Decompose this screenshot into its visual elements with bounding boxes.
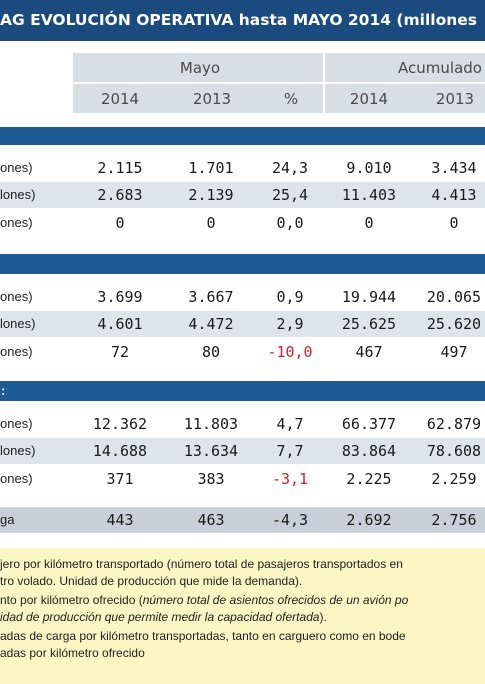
column-header-group (73, 53, 485, 82)
value-cell: 11.403 (341, 186, 397, 204)
value-cell: 0 (115, 214, 125, 232)
value-cell: 80 (201, 343, 221, 361)
value-cell: 83.864 (341, 442, 397, 460)
row-label: ones) (0, 215, 33, 230)
value-cell: 2.225 (346, 470, 392, 488)
table-row: ones) 2.115 1.701 24,3 9.010 3.434 (0, 155, 485, 181)
footnote-line: adas de carga por kilómetro transportada… (0, 629, 406, 643)
footnote-line: adas por kilómetro ofrecido (0, 646, 145, 660)
value-cell: 2.756 (431, 511, 477, 529)
report-title: AG EVOLUCIÓN OPERATIVA hasta MAYO 2014 (… (0, 0, 485, 41)
value-cell: 2.692 (346, 511, 392, 529)
value-cell: 443 (106, 511, 134, 529)
value-cell: 25.625 (341, 315, 397, 333)
value-cell: 2.115 (97, 159, 143, 177)
value-cell: 9.010 (346, 159, 392, 177)
table-row: ones) 0 0 0,0 0 0 (0, 210, 485, 236)
value-cell: 4,7 (276, 415, 304, 433)
header-col-pct: % (283, 90, 299, 108)
footnote-italic: idad de producción que permite medir la … (0, 610, 320, 624)
value-cell: 2,9 (276, 315, 304, 333)
table-row: ones) 72 80 -10,0 467 497 (0, 339, 485, 365)
value-cell: 2.683 (97, 186, 143, 204)
table-row: ones) 12.362 11.803 4,7 66.377 62.879 (0, 411, 485, 437)
footnote-text: nto por kilómetro ofrecido ( (0, 593, 143, 607)
cargo-label: ga (0, 512, 15, 527)
table-row: lones) 2.683 2.139 25,4 11.403 4.413 (0, 182, 485, 208)
section-bar-3 (0, 381, 485, 401)
value-cell: 463 (197, 511, 225, 529)
value-cell: 3.699 (97, 288, 143, 306)
value-cell: 72 (110, 343, 130, 361)
footnote-line: nto por kilómetro ofrecido (número total… (0, 592, 408, 608)
value-cell: 0,0 (276, 214, 304, 232)
header-col-2013-acum: 2013 (435, 90, 475, 108)
value-cell: 25,4 (271, 186, 309, 204)
value-cell: 4.472 (188, 315, 234, 333)
value-cell: -4,3 (271, 511, 309, 529)
section-bar-1 (0, 127, 485, 145)
header-col-2014-acum: 2014 (349, 90, 389, 108)
value-cell: 78.608 (426, 442, 482, 460)
header-col-2014-month: 2014 (100, 90, 140, 108)
value-cell: 3.434 (431, 159, 477, 177)
footnote-line: tro volado. Unidad de producción que mid… (0, 574, 303, 588)
row-label: lones) (0, 187, 36, 202)
value-cell: 11.803 (183, 415, 239, 433)
value-cell: 383 (197, 470, 225, 488)
value-cell: 2.259 (431, 470, 477, 488)
row-label: ones) (0, 160, 33, 175)
value-cell: 62.879 (426, 415, 482, 433)
row-label: lones) (0, 316, 36, 331)
value-cell: 371 (106, 470, 134, 488)
value-cell: 0 (449, 214, 459, 232)
header-divider (323, 53, 325, 113)
footnote-line: idad de producción que permite medir la … (0, 609, 327, 625)
value-cell-negative: -10,0 (267, 343, 313, 361)
column-header-years (73, 84, 485, 113)
table-row: lones) 14.688 13.634 7,7 83.864 78.608 (0, 438, 485, 464)
value-cell: 4.413 (431, 186, 477, 204)
table-row: ones) 371 383 -3,1 2.225 2.259 (0, 466, 485, 492)
footnote-line: jero por kilómetro transportado (número … (0, 557, 403, 571)
header-mayo: Mayo (179, 59, 221, 77)
footnote-text: ). (319, 610, 327, 624)
value-cell: 13.634 (183, 442, 239, 460)
row-label: lones) (0, 443, 36, 458)
footnotes-panel: jero por kilómetro transportado (número … (0, 548, 485, 684)
value-cell: 0 (206, 214, 216, 232)
value-cell: 1.701 (188, 159, 234, 177)
value-cell: 0 (364, 214, 374, 232)
value-cell: 20.065 (426, 288, 482, 306)
footnote-italic: número total de asientos ofrecidos de un… (142, 593, 409, 607)
section-header-label: : (1, 383, 6, 398)
cargo-row: ga 443 463 -4,3 2.692 2.756 (0, 507, 485, 533)
value-cell-negative: -3,1 (271, 470, 309, 488)
value-cell: 4.601 (97, 315, 143, 333)
value-cell: 3.667 (188, 288, 234, 306)
row-label: ones) (0, 471, 33, 486)
value-cell: 66.377 (341, 415, 397, 433)
row-label: ones) (0, 416, 33, 431)
value-cell: 7,7 (276, 442, 304, 460)
value-cell: 12.362 (92, 415, 148, 433)
value-cell: 14.688 (92, 442, 148, 460)
value-cell: 19.944 (341, 288, 397, 306)
section-bar-2 (0, 254, 485, 274)
table-row: lones) 4.601 4.472 2,9 25.625 25.620 (0, 311, 485, 337)
header-acumulado: Acumulado (398, 59, 482, 77)
value-cell: 467 (355, 343, 383, 361)
value-cell: 2.139 (188, 186, 234, 204)
table-row: ones) 3.699 3.667 0,9 19.944 20.065 (0, 284, 485, 310)
value-cell: 24,3 (271, 159, 309, 177)
header-col-2013-month: 2013 (192, 90, 232, 108)
row-label: ones) (0, 344, 33, 359)
value-cell: 497 (440, 343, 468, 361)
value-cell: 0,9 (276, 288, 304, 306)
row-label: ones) (0, 289, 33, 304)
value-cell: 25.620 (426, 315, 482, 333)
